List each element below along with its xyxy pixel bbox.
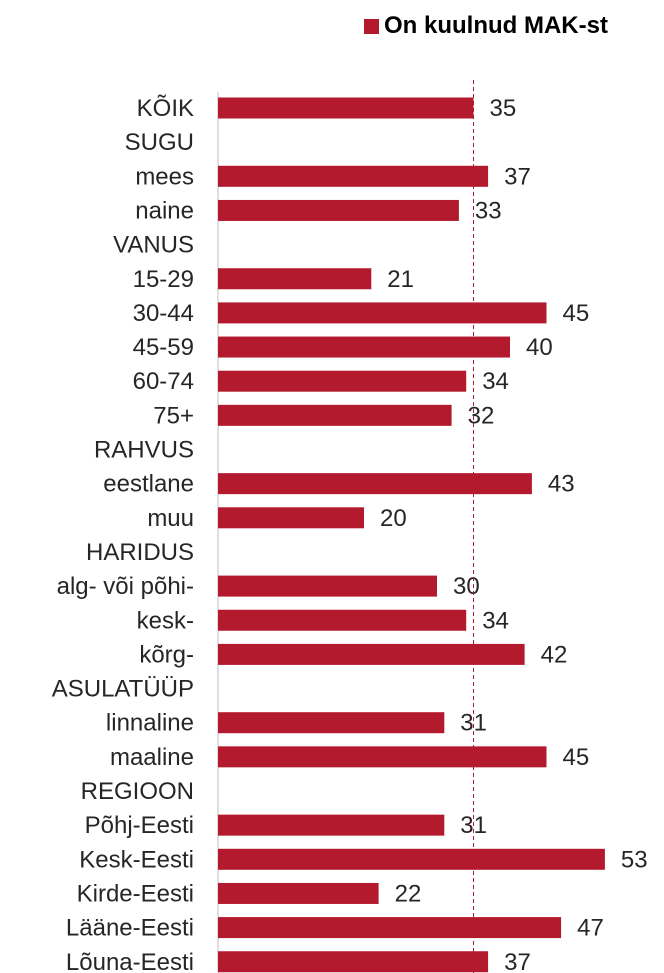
bar	[218, 917, 562, 939]
data-label: 20	[380, 505, 407, 532]
data-label: 22	[395, 880, 422, 907]
bar	[218, 575, 437, 597]
data-label: 30	[453, 573, 480, 600]
data-label: 47	[577, 915, 604, 942]
data-label: 34	[482, 368, 509, 395]
bar	[218, 712, 445, 734]
category-label: muu	[147, 505, 194, 532]
bar	[218, 882, 379, 904]
category-label: naine	[135, 197, 194, 224]
category-label: 60-74	[133, 368, 194, 395]
data-label: 34	[482, 607, 509, 634]
data-label: 37	[504, 163, 531, 190]
bar	[218, 404, 452, 426]
category-label: linnaline	[106, 710, 194, 737]
data-label: 45	[563, 300, 590, 327]
bar	[218, 643, 525, 665]
category-label: kõrg-	[139, 641, 194, 668]
bar	[218, 165, 489, 187]
data-label: 35	[490, 95, 517, 122]
category-label: Kirde-Eesti	[77, 880, 194, 907]
data-label: 43	[548, 471, 575, 498]
category-label: 45-59	[133, 334, 194, 361]
category-label: Põhj-Eesti	[85, 812, 194, 839]
category-label: Lõuna-Eesti	[66, 949, 194, 973]
bar	[218, 268, 372, 290]
bar	[218, 473, 532, 495]
legend-label: On kuulnud MAK-st	[384, 12, 608, 39]
legend-swatch	[364, 18, 379, 34]
category-label: Lääne-Eesti	[66, 915, 194, 942]
category-label: 30-44	[133, 300, 194, 327]
bar	[218, 370, 467, 392]
category-label: REGIOON	[81, 778, 194, 805]
category-label: kesk-	[137, 607, 194, 634]
data-label: 40	[526, 334, 553, 361]
bar	[218, 507, 364, 529]
legend: On kuulnud MAK-st	[364, 8, 608, 44]
category-label: mees	[135, 163, 194, 190]
category-label: RAHVUS	[94, 437, 194, 464]
bar	[218, 302, 547, 324]
bar	[218, 848, 605, 870]
data-label: 45	[563, 744, 590, 771]
category-label: KÕIK	[137, 94, 194, 122]
bar	[218, 336, 510, 358]
category-label: 15-29	[133, 266, 194, 293]
data-label: 37	[504, 949, 531, 973]
data-label: 33	[475, 197, 502, 224]
bar	[218, 97, 474, 119]
bar	[218, 609, 467, 631]
category-label: alg- või põhi-	[57, 573, 194, 600]
category-label: VANUS	[113, 232, 194, 259]
category-label: 75+	[153, 402, 194, 429]
data-label: 42	[541, 641, 568, 668]
category-label: eestlane	[103, 471, 194, 498]
category-label: ASULATÜÜP	[52, 676, 194, 703]
bar	[218, 814, 445, 836]
category-label: Kesk-Eesti	[79, 846, 194, 873]
category-label: SUGU	[125, 129, 194, 156]
bar	[218, 951, 489, 973]
bar	[218, 199, 459, 221]
category-label: HARIDUS	[86, 539, 194, 566]
bar	[218, 746, 547, 768]
data-label: 32	[468, 402, 495, 429]
category-label: maaline	[110, 744, 194, 771]
data-label: 53	[621, 846, 648, 873]
data-label: 21	[387, 266, 414, 293]
